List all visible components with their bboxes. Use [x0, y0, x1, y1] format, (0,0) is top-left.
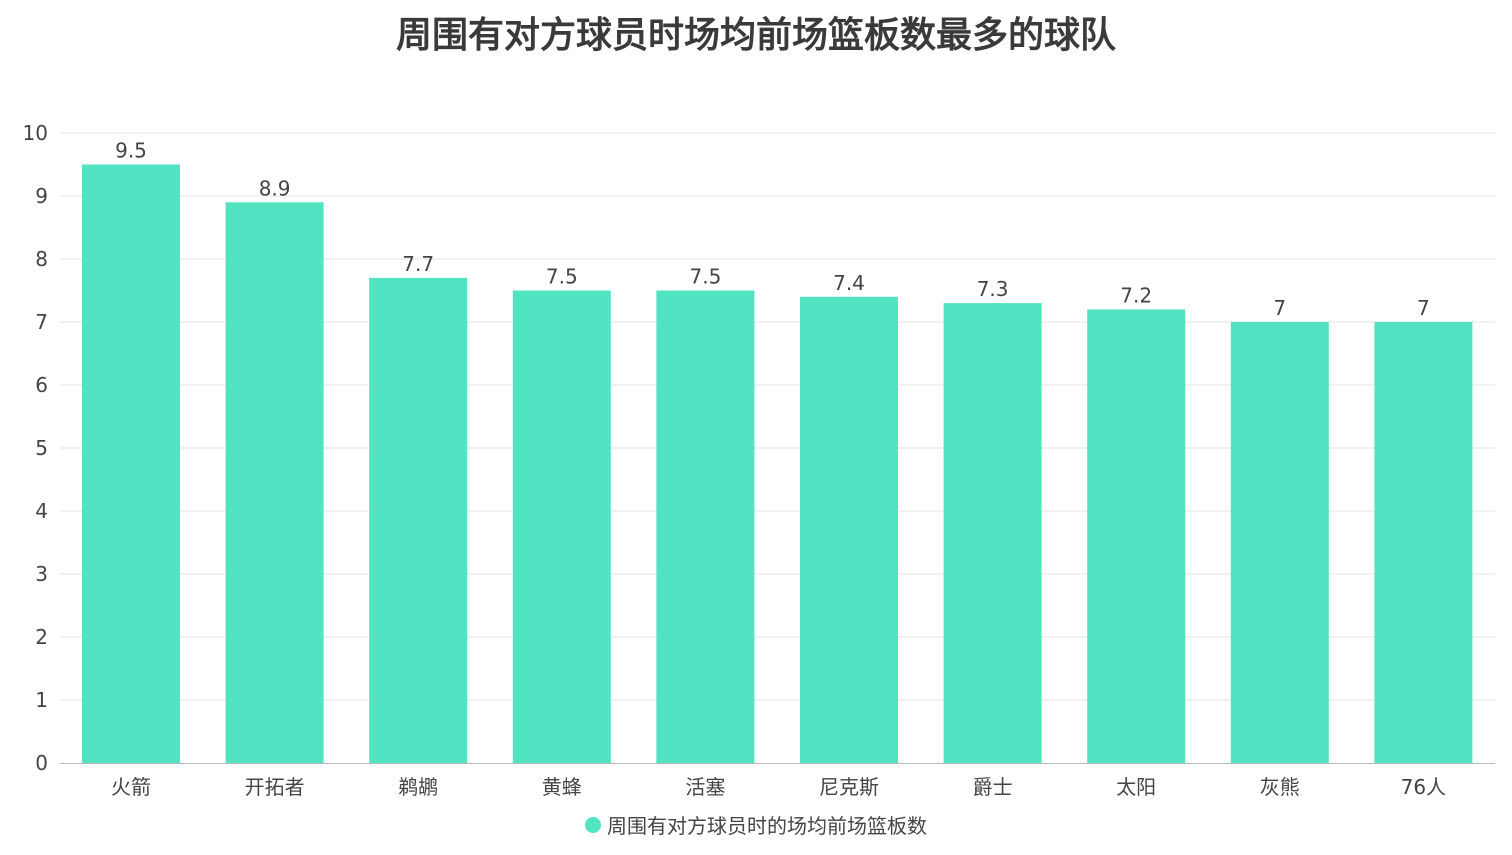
x-tick-label: 爵士	[973, 775, 1013, 799]
bar[interactable]	[225, 202, 324, 764]
bar[interactable]	[1374, 322, 1473, 763]
y-tick-label: 5	[35, 436, 48, 460]
y-tick-label: 2	[35, 625, 48, 649]
x-tick-label: 开拓者	[245, 775, 305, 799]
y-tick-label: 3	[35, 562, 48, 586]
y-axis-ticks: 0 1 2 3 4 5 6 7 8 9 10	[23, 121, 48, 775]
x-tick-label: 鹈鹕	[398, 775, 438, 799]
bar-value-label: 7.4	[833, 271, 865, 295]
y-tick-label: 4	[35, 499, 48, 523]
y-tick-label: 9	[35, 184, 48, 208]
bar-value-label: 7.2	[1120, 283, 1152, 307]
bar-value-label: 7.5	[546, 265, 578, 289]
bar[interactable]	[82, 164, 180, 764]
bar[interactable]	[369, 277, 468, 763]
x-tick-label: 活塞	[685, 775, 725, 799]
data-labels: 9.5 8.9 7.7 7.5 7.5 7.4 7.3 7.2 7 7	[115, 139, 1430, 321]
y-tick-label: 0	[35, 751, 48, 775]
chart-title: 周围有对方球员时场均前场篮板数最多的球队	[395, 15, 1116, 56]
bar[interactable]	[943, 303, 1042, 763]
y-tick-label: 8	[35, 247, 48, 271]
bar-value-label: 7	[1273, 296, 1286, 320]
y-tick-label: 6	[35, 373, 48, 397]
legend-marker-icon	[585, 816, 601, 833]
bars	[82, 164, 1473, 764]
x-tick-label: 火箭	[111, 775, 151, 799]
bar[interactable]	[1230, 322, 1329, 763]
x-tick-label: 黄蜂	[542, 775, 582, 799]
bar-value-label: 7.5	[689, 265, 721, 289]
legend-label: 周围有对方球员时的场均前场篮板数	[607, 814, 927, 838]
bar-value-label: 7.7	[402, 252, 434, 276]
y-tick-label: 1	[35, 688, 48, 712]
y-tick-label: 7	[35, 310, 48, 334]
x-tick-label: 尼克斯	[819, 775, 879, 799]
bar[interactable]	[656, 290, 755, 764]
legend[interactable]: 周围有对方球员时的场均前场篮板数	[0, 810, 1512, 839]
x-tick-label: 太阳	[1116, 775, 1156, 799]
bar-value-label: 7	[1417, 296, 1430, 320]
bar-value-label: 7.3	[977, 277, 1009, 301]
x-axis-ticks: 火箭 开拓者 鹈鹕 黄蜂 活塞 尼克斯 爵士 太阳 灰熊 76人	[111, 775, 1446, 799]
bar[interactable]	[800, 296, 898, 763]
y-tick-label: 10	[23, 121, 48, 145]
bar[interactable]	[512, 290, 611, 764]
bar-value-label: 9.5	[115, 139, 147, 163]
bar[interactable]	[1087, 309, 1186, 763]
x-tick-label: 76人	[1401, 775, 1446, 799]
x-tick-label: 灰熊	[1260, 775, 1300, 799]
bar-value-label: 8.9	[259, 176, 291, 200]
